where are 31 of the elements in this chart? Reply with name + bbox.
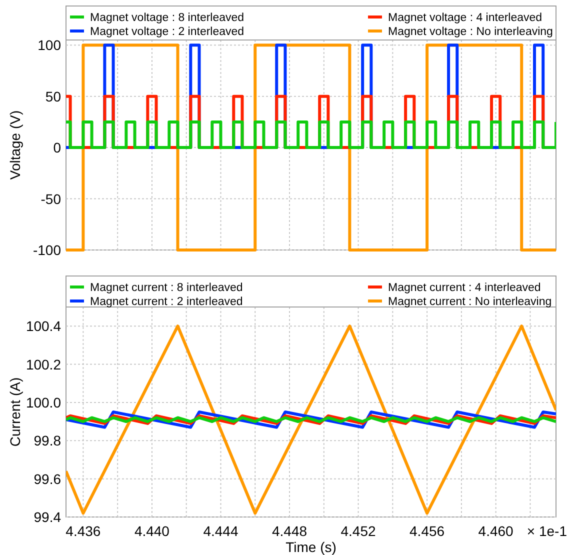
legend-label: Magnet voltage : 2 interleaved xyxy=(90,26,244,38)
y-tick-label: 99.8 xyxy=(34,432,62,449)
x-tick-label: 4.460 xyxy=(478,523,514,539)
x-tick-label: 4.456 xyxy=(410,523,445,539)
legend-label: Magnet current : 8 interleaved xyxy=(90,282,243,294)
y-tick-label: 99.6 xyxy=(34,470,62,487)
x-tick-label: 4.436 xyxy=(66,523,101,539)
line-series xyxy=(66,324,556,515)
legend-label: Magnet voltage : No interleaving xyxy=(388,26,553,38)
y-axis-title: Current (A) xyxy=(7,377,23,447)
legend-label: Magnet current : 2 interleaved xyxy=(90,296,243,308)
y-axis-title: Voltage (V) xyxy=(7,110,23,180)
legend-label: Magnet current : 4 interleaved xyxy=(388,282,541,294)
y-tick-label: 0 xyxy=(53,140,62,156)
legend-label: Magnet current : No interleaving xyxy=(388,296,552,308)
x-tick-label: 4.448 xyxy=(272,523,308,539)
x-tick-label: 4.452 xyxy=(340,523,376,539)
y-tick-label: -50 xyxy=(40,190,62,207)
x-tick-label: 4.444 xyxy=(203,523,238,539)
y-tick-label: 100 xyxy=(38,37,62,54)
y-tick-label: 50 xyxy=(45,88,62,104)
x-axis-title: Time (s) xyxy=(286,539,336,555)
y-tick-label: -100 xyxy=(32,242,62,258)
y-tick-label: 100.4 xyxy=(26,318,62,334)
legend-label: Magnet voltage : 8 interleaved xyxy=(90,12,244,24)
y-tick-label: 99.4 xyxy=(34,509,62,525)
x-tick-label: 4.440 xyxy=(134,523,170,539)
text: × 1e-1 xyxy=(526,523,568,539)
y-tick-label: 100.0 xyxy=(26,394,62,410)
legend-label: Magnet voltage : 4 interleaved xyxy=(388,12,542,24)
y-tick-label: 100.2 xyxy=(26,356,62,372)
